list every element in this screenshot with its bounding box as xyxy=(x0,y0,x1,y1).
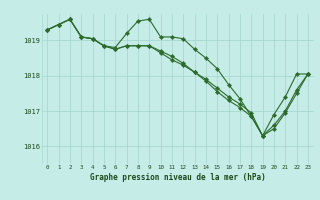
X-axis label: Graphe pression niveau de la mer (hPa): Graphe pression niveau de la mer (hPa) xyxy=(90,173,266,182)
